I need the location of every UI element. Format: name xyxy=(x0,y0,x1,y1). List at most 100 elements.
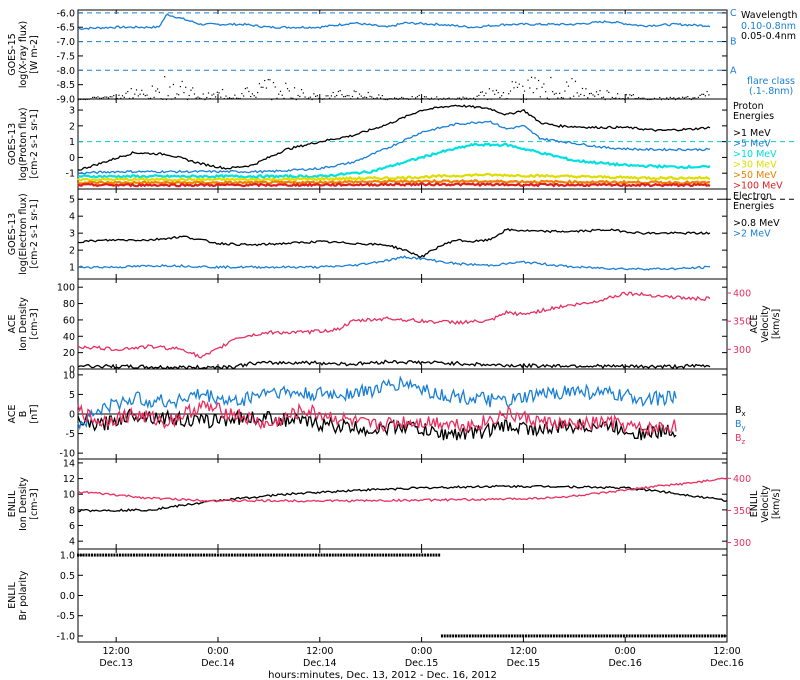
data-point xyxy=(460,98,462,101)
data-point xyxy=(265,87,268,89)
data-point xyxy=(340,553,343,557)
y-tick-label: 5 xyxy=(69,390,75,401)
data-point xyxy=(615,97,617,99)
data-point xyxy=(264,553,267,557)
data-point xyxy=(271,98,273,101)
data-point xyxy=(360,95,362,97)
data-point xyxy=(501,95,503,97)
data-point xyxy=(157,88,159,90)
series-line xyxy=(77,400,677,436)
data-point xyxy=(569,97,571,99)
data-point xyxy=(678,634,681,638)
data-point xyxy=(292,553,295,557)
data-point xyxy=(279,90,282,92)
data-point xyxy=(425,96,427,98)
series--30-mev xyxy=(77,172,711,182)
y2-tick-label: 350 xyxy=(733,506,751,517)
data-point xyxy=(124,553,127,557)
data-point xyxy=(608,634,611,638)
data-point xyxy=(313,93,315,95)
data-point xyxy=(474,98,476,101)
legend-entry: 0.05-0.4nm xyxy=(741,31,796,42)
data-point xyxy=(256,553,259,557)
data-point xyxy=(708,94,710,96)
data-point xyxy=(594,95,596,97)
data-point xyxy=(295,98,297,101)
y-axis-title: Br polarity xyxy=(18,570,29,620)
y-tick-label: 4 xyxy=(69,537,75,548)
series-line xyxy=(77,142,711,180)
data-point xyxy=(718,634,721,638)
data-point xyxy=(382,553,385,557)
data-point xyxy=(674,98,677,101)
data-point xyxy=(246,87,248,89)
data-point xyxy=(353,90,355,92)
data-point xyxy=(555,634,558,638)
y-tick-label: -6.0 xyxy=(56,8,75,19)
data-point xyxy=(559,92,561,94)
data-point xyxy=(219,553,222,557)
data-point xyxy=(578,634,581,638)
data-point xyxy=(597,93,599,96)
data-point xyxy=(653,97,656,99)
data-point xyxy=(429,553,432,557)
data-point xyxy=(177,553,180,557)
series-br-polarity xyxy=(77,553,726,638)
data-point xyxy=(701,93,703,95)
data-point xyxy=(415,553,418,557)
data-point xyxy=(492,90,494,92)
data-point xyxy=(399,97,401,100)
data-point xyxy=(365,96,368,99)
data-point xyxy=(325,95,327,97)
y-tick-label: -1 xyxy=(66,169,75,180)
y-axis-title: ACE xyxy=(7,315,18,334)
data-point xyxy=(715,634,718,638)
data-point xyxy=(518,83,520,85)
data-point xyxy=(261,553,264,557)
data-point xyxy=(267,553,270,557)
y2-axis-title: Velocity xyxy=(760,485,771,523)
data-point xyxy=(534,77,536,79)
data-point xyxy=(379,553,382,557)
data-point xyxy=(153,96,155,98)
data-point xyxy=(141,89,143,91)
data-point xyxy=(491,634,494,638)
data-point xyxy=(344,95,347,98)
x-tick-label-time: 0:00 xyxy=(615,646,636,657)
data-point xyxy=(118,553,121,557)
y2-tick-label: 300 xyxy=(733,538,751,549)
data-point xyxy=(233,553,236,557)
data-point xyxy=(216,553,219,557)
data-point xyxy=(586,634,589,638)
data-point xyxy=(462,96,464,98)
data-point xyxy=(257,91,259,94)
data-point xyxy=(690,98,692,101)
panel-goes15_xray: -6.0 -6.5 -7.0 -7.5 -8.0 -8.5 -9.0 GOES-15 log(X… xyxy=(7,8,797,106)
data-point xyxy=(538,634,541,638)
y2-tick-label: 400 xyxy=(733,474,751,485)
data-point xyxy=(336,94,338,97)
data-point xyxy=(386,98,389,101)
data-point xyxy=(234,94,236,96)
data-point xyxy=(560,96,563,99)
data-point xyxy=(144,95,146,97)
y-axis-title: GOES-13 xyxy=(7,213,18,255)
data-point xyxy=(415,97,417,99)
data-point xyxy=(303,553,306,557)
data-point xyxy=(614,634,617,638)
y-tick-label: 2 xyxy=(69,246,75,257)
data-point xyxy=(522,85,524,87)
data-point xyxy=(580,634,583,638)
data-point xyxy=(670,634,673,638)
data-point xyxy=(541,86,543,88)
data-point xyxy=(334,96,336,98)
y-tick-label: -1.0 xyxy=(56,631,75,642)
data-point xyxy=(505,634,508,638)
data-point xyxy=(536,634,539,638)
data-point xyxy=(92,96,94,99)
data-point xyxy=(566,81,568,83)
data-point xyxy=(468,634,471,638)
data-point xyxy=(524,634,527,638)
data-point xyxy=(581,87,584,90)
